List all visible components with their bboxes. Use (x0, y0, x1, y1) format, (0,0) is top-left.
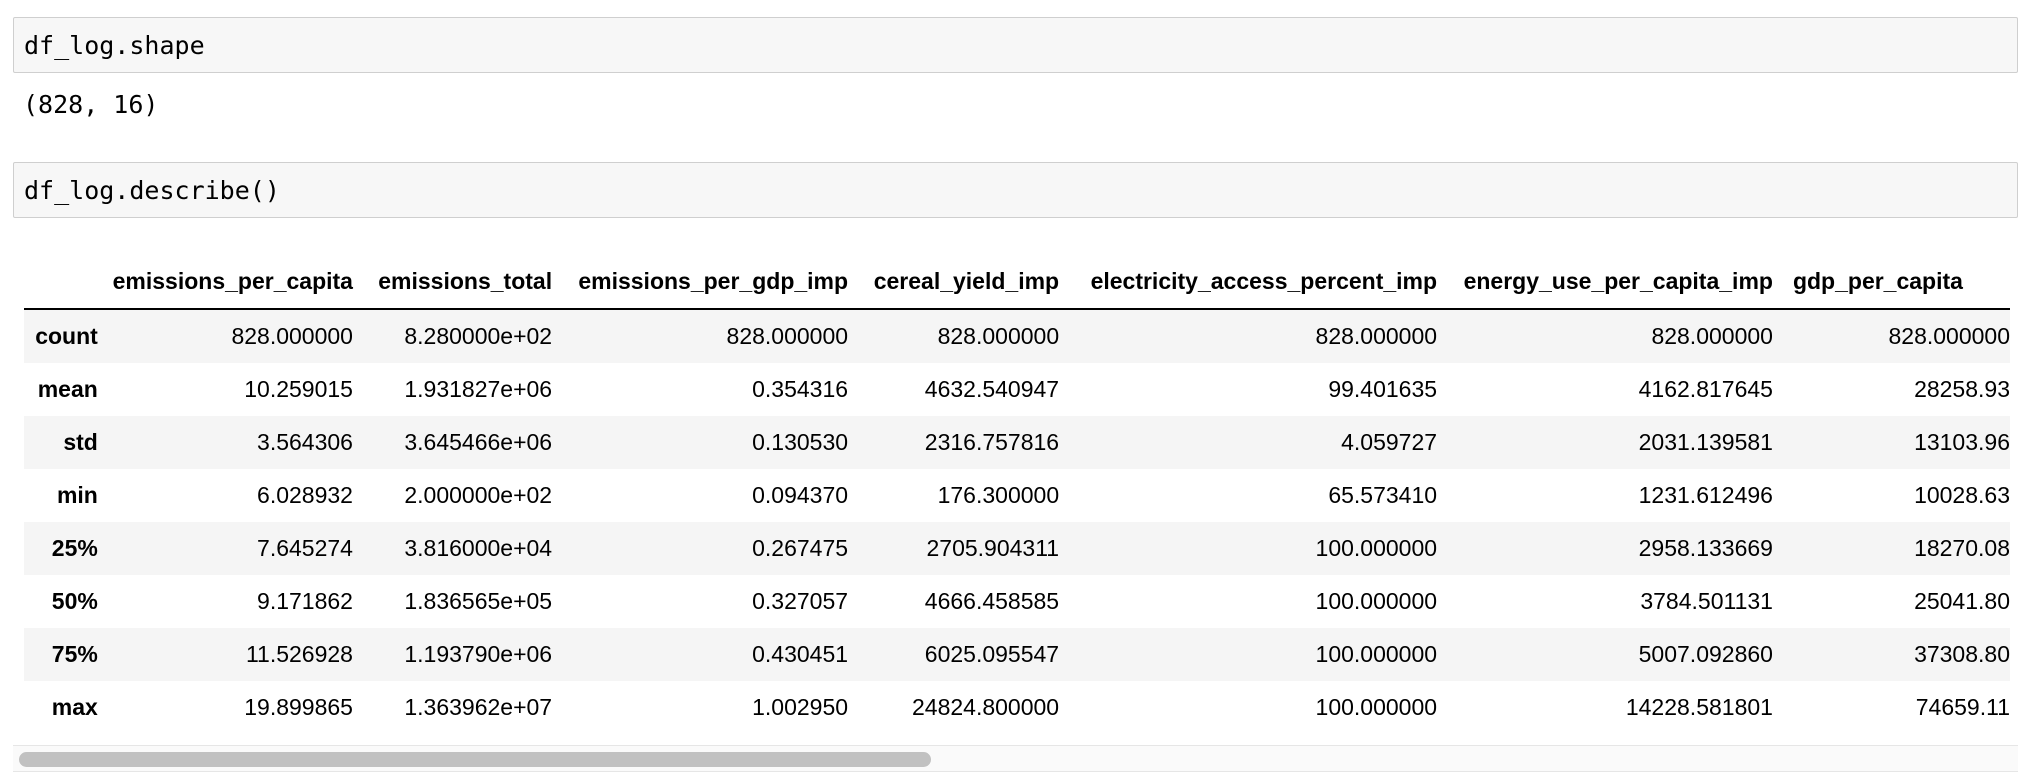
table-cell: 28258.93 (1914, 376, 2010, 402)
table-cell: 176.300000 (937, 482, 1060, 508)
table-cell: 6.028932 (257, 482, 353, 508)
row-label: max (51, 694, 98, 720)
table-cell: 2031.139581 (1638, 429, 1773, 455)
table-cell: 74659.11 (1915, 694, 2010, 720)
column-header: energy_use_per_capita_imp (1437, 255, 1773, 310)
table-row: std 3.564306 3.645466e+06 0.130530 2316.… (24, 416, 2010, 469)
table-row: 50% 9.171862 1.836565e+05 0.327057 4666.… (24, 575, 2010, 628)
table-cell: 100.000000 (1315, 535, 1438, 561)
row-label: std (63, 429, 98, 455)
table-cell: 100.000000 (1315, 641, 1438, 667)
table-cell: 828.000000 (231, 323, 353, 349)
table-cell: 4666.458585 (924, 588, 1060, 614)
table-cell: 6025.095547 (924, 641, 1060, 667)
column-header: emissions_total (352, 255, 553, 310)
describe-output-table-container[interactable]: emissions_per_capita emissions_total emi… (24, 255, 2010, 740)
table-cell: 3784.501131 (1640, 588, 1773, 614)
table-cell: 0.327057 (752, 588, 849, 614)
table-cell: 100.000000 (1315, 694, 1438, 720)
row-label: 25% (51, 535, 98, 561)
table-cell: 828.000000 (1651, 323, 1773, 349)
code-text[interactable]: df_log.describe() (24, 176, 280, 205)
table-cell: 3.645466e+06 (404, 429, 553, 455)
table-cell: 19.899865 (244, 694, 353, 720)
table-cell: 10028.63 (1914, 482, 2010, 508)
table-cell: 2958.133669 (1638, 535, 1773, 561)
table-cell: 25041.80 (1914, 588, 2010, 614)
table-cell: 99.401635 (1328, 376, 1438, 402)
table-cell: 4.059727 (1341, 429, 1438, 455)
column-header: emissions_per_capita (97, 255, 353, 310)
table-cell: 3.564306 (257, 429, 353, 455)
table-row: 25% 7.645274 3.816000e+04 0.267475 2705.… (24, 522, 2010, 575)
table-cell: 828.000000 (1888, 323, 2010, 349)
column-header: emissions_per_gdp_imp (552, 255, 849, 310)
table-cell: 0.267475 (752, 535, 849, 561)
table-row: mean 10.259015 1.931827e+06 0.354316 463… (24, 363, 2010, 416)
table-cell: 7.645274 (257, 535, 353, 561)
table-cell: 9.171862 (257, 588, 353, 614)
column-header: electricity_access_percent_imp (1059, 255, 1438, 310)
table-cell: 4162.817645 (1638, 376, 1773, 402)
table-cell: 5007.092860 (1638, 641, 1773, 667)
table-cell: 100.000000 (1315, 588, 1438, 614)
table-row: max 19.899865 1.363962e+07 1.002950 2482… (24, 681, 2010, 734)
column-header: cereal_yield_imp (848, 255, 1060, 310)
row-label: count (35, 323, 98, 349)
table-cell: 1231.612496 (1638, 482, 1773, 508)
table-cell: 24824.800000 (912, 694, 1060, 720)
row-label: 75% (51, 641, 98, 667)
table-cell: 2.000000e+02 (404, 482, 553, 508)
code-cell-describe[interactable]: df_log.describe() (13, 162, 2018, 218)
code-text[interactable]: df_log.shape (24, 31, 205, 60)
table-row: 75% 11.526928 1.193790e+06 0.430451 6025… (24, 628, 2010, 681)
table-row: min 6.028932 2.000000e+02 0.094370 176.3… (24, 469, 2010, 522)
table-cell: 828.000000 (1315, 323, 1438, 349)
column-header: gdp_per_capita (1772, 255, 2010, 310)
shape-output: (828, 16) (23, 90, 159, 119)
row-label: min (56, 482, 98, 508)
table-cell: 4632.540947 (924, 376, 1060, 402)
table-cell: 2705.904311 (926, 535, 1060, 561)
table-cell: 828.000000 (726, 323, 849, 349)
table-cell: 11.526928 (245, 641, 353, 667)
table-cell: 1.363962e+07 (404, 694, 553, 720)
table-cell: 1.836565e+05 (404, 588, 553, 614)
scrollbar-thumb[interactable] (19, 752, 931, 767)
code-cell-shape[interactable]: df_log.shape (13, 17, 2018, 73)
table-cell: 65.573410 (1328, 482, 1438, 508)
table-cell: 8.280000e+02 (404, 323, 553, 349)
table-cell: 1.931827e+06 (404, 376, 553, 402)
index-header (24, 255, 98, 310)
table-cell: 14228.581801 (1625, 694, 1773, 720)
horizontal-scrollbar[interactable] (13, 745, 2018, 772)
table-cell: 1.193790e+06 (404, 641, 553, 667)
table-cell: 13103.96 (1914, 429, 2010, 455)
table-cell: 3.816000e+04 (404, 535, 553, 561)
row-label: 50% (51, 588, 98, 614)
table-cell: 2316.757816 (924, 429, 1060, 455)
describe-table: emissions_per_capita emissions_total emi… (24, 255, 2010, 734)
table-row: count 828.000000 8.280000e+02 828.000000… (24, 309, 2010, 363)
table-cell: 0.094370 (752, 482, 849, 508)
table-cell: 828.000000 (937, 323, 1060, 349)
table-cell: 0.130530 (752, 429, 849, 455)
row-label: mean (37, 376, 98, 402)
table-header-row: emissions_per_capita emissions_total emi… (24, 255, 2010, 310)
table-cell: 37308.80 (1914, 641, 2010, 667)
table-cell: 0.354316 (752, 376, 849, 402)
table-cell: 1.002950 (752, 694, 849, 720)
table-cell: 18270.08 (1914, 535, 2010, 561)
table-cell: 0.430451 (752, 641, 849, 667)
table-cell: 10.259015 (244, 376, 353, 402)
